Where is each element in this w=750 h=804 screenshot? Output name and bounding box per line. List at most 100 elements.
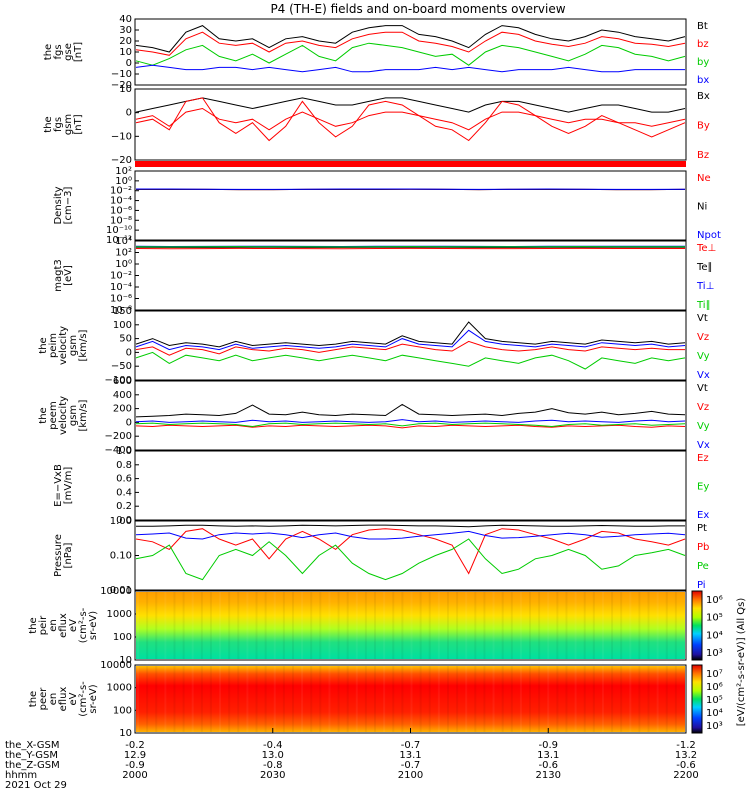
spectrogram-stripe <box>201 592 203 659</box>
spectrogram-stripe <box>155 592 157 659</box>
panel-density: 10²10⁰10⁻²10⁻⁴10⁻⁶10⁻⁸10⁻¹⁰10⁻¹²Density[… <box>53 166 721 246</box>
spectrogram-stripe <box>356 592 358 659</box>
y-tick-label: 1.0 <box>116 446 132 457</box>
y-tick-label: 10 <box>119 84 132 95</box>
spectrogram-stripe <box>401 592 403 659</box>
spectrogram-stripe <box>529 592 531 659</box>
spectrogram-stripe <box>246 592 248 659</box>
colorbar-tick-label: 10⁵ <box>706 613 723 624</box>
spectrogram-stripe <box>493 592 495 659</box>
spectrogram-stripe <box>173 666 175 732</box>
colorbar-tick-label: 10⁶ <box>706 595 723 606</box>
series-line-bx <box>136 65 685 72</box>
spectrogram-stripe <box>292 666 294 732</box>
y-tick-label: −10 <box>111 69 132 80</box>
legend-entry: Vt <box>697 313 708 324</box>
spectrogram-stripe <box>502 592 504 659</box>
y-tick-label: 0 <box>126 58 132 69</box>
y-tick-label: 10² <box>115 248 132 259</box>
legend-entry: Te∥ <box>696 262 713 273</box>
spectrogram-stripe <box>347 666 349 732</box>
spectrogram-stripe <box>675 666 677 732</box>
spectrogram-stripe <box>483 666 485 732</box>
y-axis-label-line: [nT] <box>73 114 84 134</box>
series-line-by <box>136 43 685 65</box>
spectrogram-stripe <box>657 666 659 732</box>
spectrogram-stripe <box>429 666 431 732</box>
spectrogram-stripe <box>219 592 221 659</box>
spectrogram-stripe <box>602 592 604 659</box>
series-line-By <box>136 109 685 130</box>
legend-entry: Bt <box>697 21 708 32</box>
legend-entry: bz <box>697 39 709 50</box>
spectrogram-stripe <box>365 592 367 659</box>
spectrogram-stripe <box>328 592 330 659</box>
spectrogram-stripe <box>420 666 422 732</box>
y-tick-label: 10⁻⁴ <box>110 282 132 293</box>
spectrogram-stripe <box>629 666 631 732</box>
legend-entry: Vz <box>697 402 709 413</box>
spectrogram-stripe <box>274 666 276 732</box>
y-axis-label: Pressure[nPa] <box>53 534 74 577</box>
spectrogram-stripe <box>183 666 185 732</box>
spectrogram-stripe <box>146 592 148 659</box>
panel-frame <box>135 171 686 240</box>
y-tick-label: 0.8 <box>116 460 132 471</box>
spectrogram-stripe <box>502 666 504 732</box>
spectrogram-stripe <box>411 666 413 732</box>
spectrogram-stripe <box>493 666 495 732</box>
spectrogram-stripe <box>201 666 203 732</box>
spectrogram-stripe <box>447 592 449 659</box>
spectrogram-stripe <box>565 666 567 732</box>
x-tick-label: 2000 <box>122 770 147 781</box>
y-axis-label-line: sr-eV) <box>88 684 99 713</box>
spectrogram-stripe <box>319 592 321 659</box>
legend-entry: Vt <box>697 383 708 394</box>
y-tick-label: 10 <box>119 47 132 58</box>
legend-entry: Bx <box>697 91 710 102</box>
series-line-Vx <box>136 420 685 423</box>
spectrogram-stripe <box>648 666 650 732</box>
legend-entry: Pb <box>697 542 709 553</box>
y-tick-label: 10000 <box>100 586 132 597</box>
legend-entry: Ez <box>697 453 709 464</box>
spectrogram-stripe <box>356 666 358 732</box>
panel-frame <box>135 451 686 520</box>
spectrogram-stripe <box>292 592 294 659</box>
y-tick-label: 1.00 <box>110 516 132 527</box>
series-line-Pe <box>136 539 685 580</box>
y-tick-label: −20 <box>111 155 132 166</box>
spectrogram-stripe <box>429 592 431 659</box>
spectrogram-stripe <box>365 666 367 732</box>
spectrogram-stripe <box>556 592 558 659</box>
spectrogram-stripe <box>520 592 522 659</box>
spectrogram-stripe <box>328 666 330 732</box>
spectrogram-stripe <box>456 592 458 659</box>
spectrogram-stripe <box>584 666 586 732</box>
legend-entry: Ti∥ <box>696 300 711 311</box>
spectrogram-stripe <box>657 592 659 659</box>
spectrogram-stripe <box>183 592 185 659</box>
spectrogram-stripe <box>511 666 513 732</box>
spectrogram-stripe <box>338 592 340 659</box>
figure-title: P4 (TH-E) fields and on-board moments ov… <box>270 2 565 16</box>
x-tick-label: 2130 <box>536 770 561 781</box>
series-line-Vz <box>136 341 685 355</box>
series-line-Bt <box>136 26 685 52</box>
spectrogram-stripe <box>602 666 604 732</box>
spectrogram-stripe <box>374 666 376 732</box>
y-tick-label: −200 <box>105 431 132 442</box>
y-tick-label: 100 <box>113 320 132 331</box>
x-tick-label: 2100 <box>398 770 423 781</box>
spectrogram-stripe <box>392 592 394 659</box>
legend-entry: Ex <box>697 510 709 521</box>
